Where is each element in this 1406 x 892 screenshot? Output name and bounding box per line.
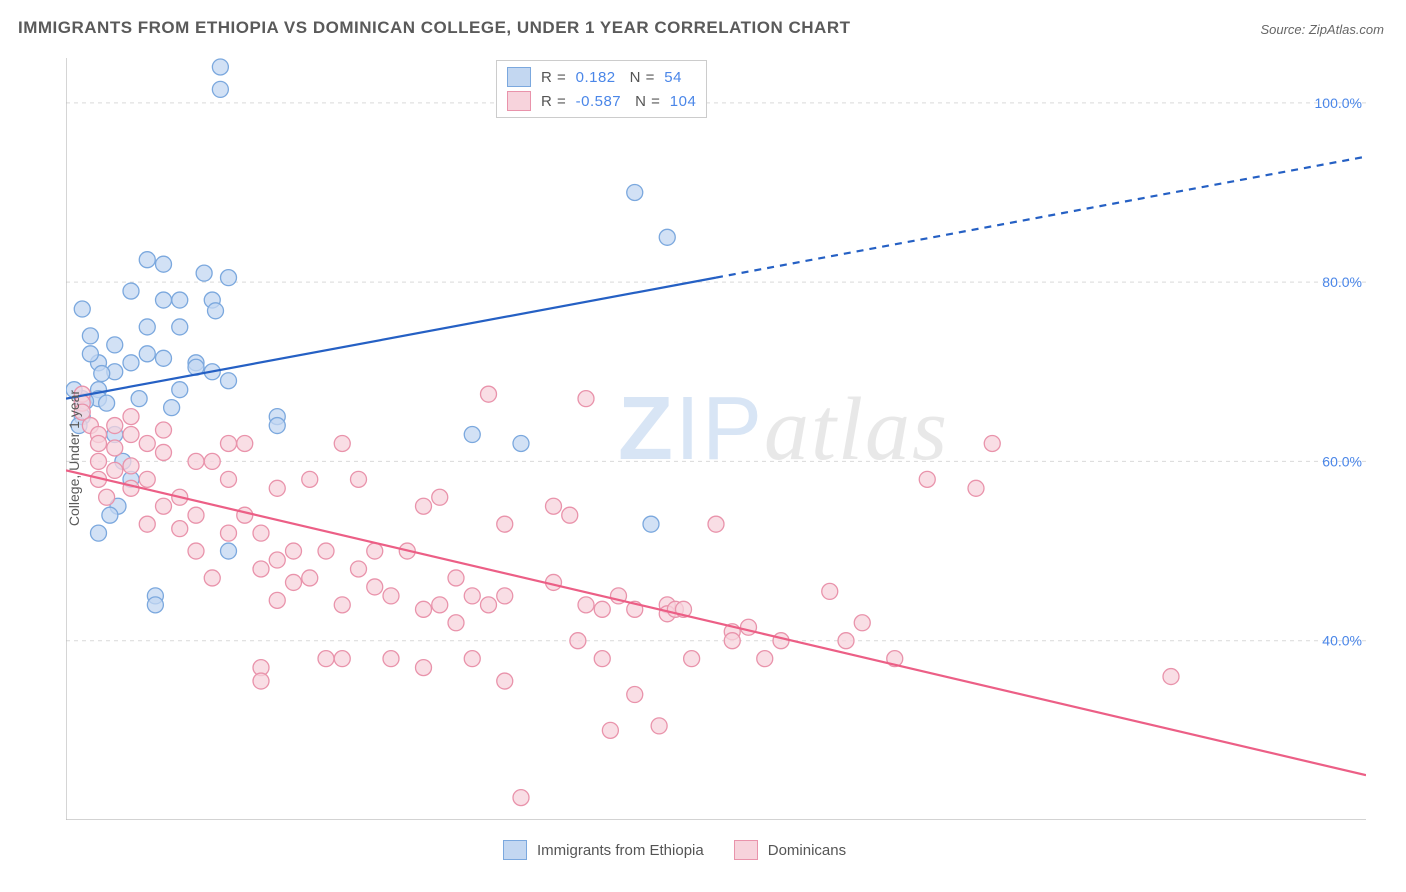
y-tick-label: 60.0% <box>1322 453 1362 469</box>
legend-swatch <box>507 91 531 111</box>
y-tick-label: 80.0% <box>1322 274 1362 290</box>
source-prefix: Source: <box>1260 22 1308 37</box>
series-legend-label: Immigrants from Ethiopia <box>537 842 704 859</box>
y-axis-label: College, Under 1 year <box>66 390 82 526</box>
y-tick-label: 40.0% <box>1322 633 1362 649</box>
series-legend-item: Immigrants from Ethiopia <box>503 840 704 860</box>
legend-swatch <box>507 67 531 87</box>
legend-row: R = -0.587 N = 104 <box>507 89 696 113</box>
source-attribution: Source: ZipAtlas.com <box>1260 22 1384 37</box>
source-name: ZipAtlas.com <box>1309 22 1384 37</box>
scatter-chart-svg: 40.0%60.0%80.0%100.0%0.0%80.0% <box>66 58 1366 820</box>
legend-swatch <box>734 840 758 860</box>
legend-stats: R = 0.182 N = 54 <box>541 69 682 86</box>
chart-title: IMMIGRANTS FROM ETHIOPIA VS DOMINICAN CO… <box>18 18 850 38</box>
chart-area: 40.0%60.0%80.0%100.0%0.0%80.0% College, … <box>48 58 1388 858</box>
series-legend-item: Dominicans <box>734 840 846 860</box>
series-legend-label: Dominicans <box>768 842 846 859</box>
legend-swatch <box>503 840 527 860</box>
series-legend: Immigrants from Ethiopia Dominicans <box>503 840 846 860</box>
legend-stats: R = -0.587 N = 104 <box>541 93 696 110</box>
legend-row: R = 0.182 N = 54 <box>507 65 696 89</box>
correlation-legend: R = 0.182 N = 54 R = -0.587 N = 104 <box>496 60 707 118</box>
y-tick-label: 100.0% <box>1315 95 1362 111</box>
